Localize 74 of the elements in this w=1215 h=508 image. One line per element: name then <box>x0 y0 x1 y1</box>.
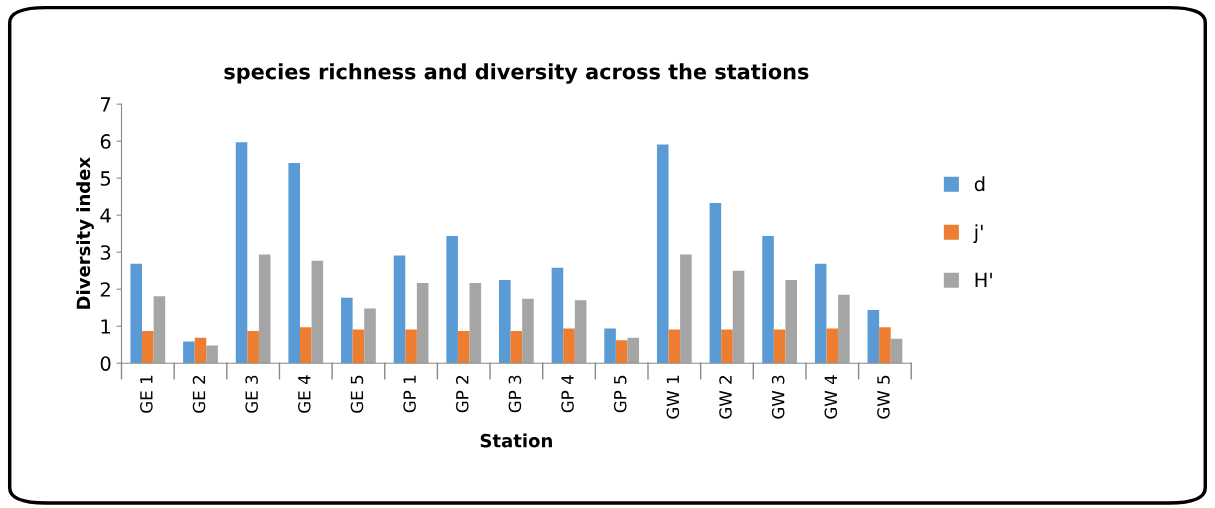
x-tick-label: GP 5 <box>613 375 627 413</box>
bar <box>721 329 733 364</box>
x-tick-label: GP 1 <box>403 375 416 413</box>
x-tick-label: GW 3 <box>771 375 785 419</box>
legend-label: j' <box>973 224 983 244</box>
bar <box>194 337 207 364</box>
x-tick-label: GE 4 <box>298 375 311 413</box>
x-tick-label: GW 4 <box>824 375 838 419</box>
bar <box>206 345 218 364</box>
y-tick-label: 2 <box>100 282 110 297</box>
bar <box>680 254 692 364</box>
bar <box>563 328 575 364</box>
bar <box>235 142 248 364</box>
legend-label: d <box>974 176 985 192</box>
bar <box>499 279 511 364</box>
x-tick-label: GE 1 <box>140 375 153 413</box>
bar <box>773 329 786 364</box>
bar <box>416 282 429 364</box>
bar <box>446 235 458 364</box>
bar <box>890 338 903 364</box>
x-tick-label: GP 3 <box>508 375 522 413</box>
bar <box>762 235 774 364</box>
bar <box>838 294 850 364</box>
bar <box>656 144 669 364</box>
bar <box>627 337 640 364</box>
bar <box>551 267 564 364</box>
x-tick-label: GW 2 <box>719 376 732 419</box>
bar <box>879 327 891 364</box>
bar <box>405 329 417 364</box>
bar <box>258 254 271 364</box>
bar <box>469 282 482 364</box>
chart-title: species richness and diversity across the stations <box>224 63 809 84</box>
x-tick-label: GE 2 <box>192 376 206 413</box>
x-tick-label: GP 2 <box>455 376 469 413</box>
legend-label: H' <box>975 272 992 288</box>
bar <box>393 255 406 364</box>
bar <box>615 340 628 364</box>
y-tick-label: 3 <box>100 245 111 260</box>
bar <box>826 328 839 364</box>
x-tick-label: GE 3 <box>245 375 258 413</box>
bar <box>288 162 300 364</box>
bar <box>457 331 470 364</box>
y-tick-label: 1 <box>101 319 110 334</box>
bar <box>668 329 681 364</box>
bar <box>352 329 365 364</box>
bar <box>785 279 797 364</box>
bar <box>299 327 312 364</box>
y-tick-label: 0 <box>100 356 111 371</box>
y-axis-title: Diversity index <box>76 157 94 309</box>
bar <box>130 263 143 364</box>
y-tick-label: 5 <box>100 171 111 186</box>
bar <box>574 300 587 364</box>
bar <box>247 331 259 364</box>
x-tick-label: GW 1 <box>666 375 680 419</box>
x-axis-title: Station <box>480 433 552 448</box>
y-tick-label: 7 <box>101 97 111 112</box>
bar <box>867 309 880 364</box>
bar <box>522 298 534 364</box>
bar <box>341 297 353 364</box>
bar <box>510 331 523 364</box>
bar <box>814 263 827 364</box>
bar <box>142 331 154 364</box>
bar <box>604 328 616 364</box>
x-tick-label: GW 5 <box>877 375 890 419</box>
x-tick-label: GP 4 <box>561 375 574 413</box>
y-tick-label: 4 <box>100 208 111 223</box>
bar <box>183 341 195 364</box>
bar <box>364 308 376 364</box>
bar <box>153 296 166 364</box>
bar <box>732 270 745 364</box>
x-tick-label: GE 5 <box>350 375 364 413</box>
bar <box>311 260 324 364</box>
y-tick-label: 6 <box>100 134 111 149</box>
bar <box>709 202 722 364</box>
